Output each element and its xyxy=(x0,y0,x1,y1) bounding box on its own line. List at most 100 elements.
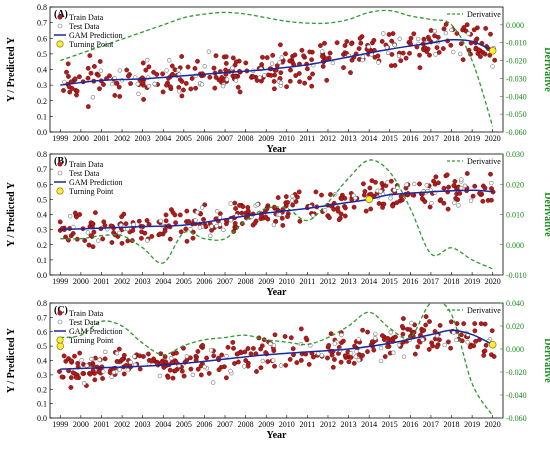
x-tick-label: 2004 xyxy=(155,420,171,429)
test-point xyxy=(360,54,365,59)
test-point xyxy=(255,202,260,207)
test-point xyxy=(388,330,393,335)
train-point xyxy=(330,364,336,370)
train-point xyxy=(435,34,441,40)
x-tick-label: 2018 xyxy=(444,277,460,286)
train-point xyxy=(151,69,157,75)
train-point xyxy=(232,73,238,79)
x-tick-label: 1999 xyxy=(52,134,68,143)
train-point xyxy=(385,344,390,350)
train-point xyxy=(483,342,489,348)
test-point xyxy=(114,351,120,356)
train-point xyxy=(102,223,108,228)
y-tick-label: 0.1 xyxy=(37,256,47,265)
train-point xyxy=(245,363,251,369)
y2-tick-label: -0.040 xyxy=(506,391,527,400)
train-point xyxy=(259,343,265,349)
x-tick-label: 2014 xyxy=(361,277,377,286)
train-point xyxy=(379,39,385,44)
train-point xyxy=(265,359,271,364)
train-point xyxy=(59,374,65,380)
train-point xyxy=(188,86,194,92)
train-point xyxy=(169,63,175,69)
train-point xyxy=(421,36,427,42)
train-point xyxy=(243,60,249,66)
train-point xyxy=(272,332,278,338)
train-point xyxy=(225,344,231,350)
legend-turning-label: Turning Point xyxy=(69,40,114,49)
x-tick-label: 2011 xyxy=(300,420,316,429)
train-point xyxy=(130,228,136,233)
train-point xyxy=(280,222,286,228)
train-point xyxy=(489,328,495,334)
train-point xyxy=(325,355,330,361)
train-point xyxy=(403,55,409,61)
test-point xyxy=(118,223,124,228)
train-point xyxy=(183,226,189,232)
train-point xyxy=(351,360,357,366)
train-point xyxy=(90,244,96,250)
panel-label: (A) xyxy=(54,9,68,20)
test-point xyxy=(131,222,136,227)
test-point xyxy=(401,354,407,359)
test-point xyxy=(354,349,359,354)
train-point xyxy=(434,344,440,350)
legend-train-swatch xyxy=(57,161,63,167)
train-point xyxy=(139,229,145,235)
train-point xyxy=(97,86,102,92)
y2-tick-label: -0.060 xyxy=(506,128,527,137)
test-point xyxy=(456,203,461,208)
legend-train-swatch xyxy=(57,310,63,316)
test-point xyxy=(449,27,454,33)
test-point xyxy=(271,222,277,228)
train-point xyxy=(287,356,293,362)
train-point xyxy=(457,190,463,196)
plot-area xyxy=(57,303,497,417)
train-point xyxy=(335,208,341,214)
train-point xyxy=(351,204,357,210)
train-point xyxy=(213,75,219,80)
y2-tick-label: 0.020 xyxy=(506,322,524,331)
y-tick-label: 0.1 xyxy=(37,112,47,121)
x-tick-label: 2003 xyxy=(135,420,151,429)
train-point xyxy=(66,84,72,90)
train-point xyxy=(389,38,395,44)
train-point xyxy=(282,334,288,339)
train-point xyxy=(298,326,304,332)
train-point xyxy=(326,215,332,221)
train-point xyxy=(188,366,194,372)
train-point xyxy=(200,342,206,348)
y2-tick-label: 0.030 xyxy=(506,150,524,159)
train-point xyxy=(183,81,189,86)
train-point xyxy=(483,25,489,31)
train-point xyxy=(185,64,191,70)
train-point xyxy=(452,178,458,184)
train-point xyxy=(390,31,396,36)
legend-turning-label: Turning Point xyxy=(69,187,114,196)
legend-turning-swatch xyxy=(56,40,64,48)
x-tick-label: 2013 xyxy=(341,420,357,429)
train-point xyxy=(367,185,373,191)
test-point xyxy=(320,49,325,54)
train-point xyxy=(211,353,217,359)
x-tick-label: 2014 xyxy=(361,420,377,429)
train-point xyxy=(398,58,404,64)
test-point xyxy=(356,358,361,363)
train-point xyxy=(184,238,190,244)
train-point xyxy=(125,238,131,244)
train-point xyxy=(116,346,122,352)
train-point xyxy=(327,50,333,56)
train-point xyxy=(232,220,238,226)
train-point xyxy=(63,234,68,240)
test-point xyxy=(290,194,295,199)
test-point xyxy=(397,36,402,41)
train-point xyxy=(349,57,355,63)
train-point xyxy=(91,229,97,235)
train-point xyxy=(67,89,73,95)
train-point xyxy=(57,219,63,225)
train-point xyxy=(160,89,166,95)
y2-tick-label: -0.010 xyxy=(506,271,527,280)
x-tick-label: 2015 xyxy=(382,277,398,286)
y-tick-label: 0.0 xyxy=(37,128,47,137)
x-tick-label: 2016 xyxy=(402,277,418,286)
